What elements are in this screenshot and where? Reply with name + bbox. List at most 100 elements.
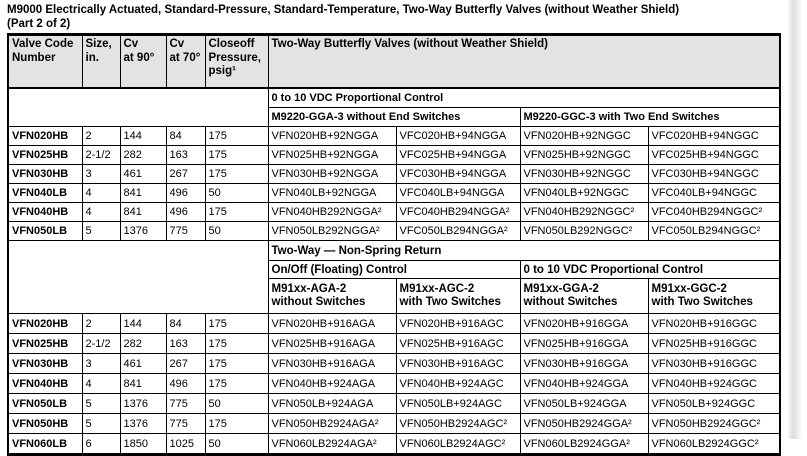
table-cell: 175	[204, 373, 269, 394]
table-cell: 1850	[119, 433, 167, 455]
table-cell: 175	[204, 145, 269, 165]
table-cell: VFN040HB+924AGA	[267, 373, 397, 394]
table-cell: 175	[204, 353, 269, 374]
section1-subgroup-left: M9220-GGA-3 without End Switches	[267, 107, 521, 127]
table-cell: VFN025HB+916GGC	[647, 333, 781, 354]
table-cell: VFN025HB+92NGGC	[519, 145, 649, 165]
table-cell: 267	[165, 164, 206, 184]
table-cell: 84	[165, 313, 206, 334]
section2-model-agc: M91xx-AGC-2 with Two Switches	[395, 278, 521, 314]
valve-code-cell: VFN030HB	[7, 164, 83, 184]
table-row: VFN025HB 2-1/2 282 163 175 VFN025HB+92NGGA VFC…	[7, 145, 781, 165]
table-cell: 282	[119, 333, 167, 354]
table-cell: VFC020HB+94NGGA	[395, 126, 521, 146]
table-cell: VFN020HB+916GGC	[647, 313, 781, 334]
section2-model-gga: M91xx-GGA-2 without Switches	[519, 278, 649, 314]
table-cell: VFC050LB294NGGC²	[647, 221, 781, 241]
valve-code-cell: VFN050HB	[7, 413, 83, 434]
valve-code-cell: VFN030HB	[7, 353, 83, 374]
table-cell: 175	[204, 126, 269, 146]
table-cell: VFN060LB2924GGA²	[519, 433, 649, 455]
table-cell: 496	[165, 183, 206, 203]
table-cell: 5	[81, 393, 121, 414]
table-cell: 1376	[119, 413, 167, 434]
table-cell: VFC040HB294NGGC²	[647, 202, 781, 222]
table-cell: VFN020HB+92NGGA	[267, 126, 397, 146]
table-cell: VFN050LB+924AGC	[395, 393, 521, 414]
table-cell: VFN060LB2924GGC²	[647, 433, 781, 455]
section1-control-header: 0 to 10 VDC Proportional Control	[267, 87, 781, 108]
section1-rows: VFN020HB 2 144 84 175 VFN020HB+92NGGA VFC020HB…	[7, 126, 781, 241]
table-cell: 496	[165, 202, 206, 222]
table-cell: VFN050LB292NGGC²	[519, 221, 649, 241]
table-cell: VFN020HB+916AGA	[267, 313, 397, 334]
table-cell: 4	[81, 183, 121, 203]
col-header-cv-90: Cv at 90°	[119, 34, 167, 89]
valve-code-cell: VFN020HB	[7, 313, 83, 334]
table-cell: 2	[81, 126, 121, 146]
table-cell: 4	[81, 202, 121, 222]
table-cell: VFN025HB+916GGA	[519, 333, 649, 354]
col-header-cv-70: Cv at 70°	[165, 34, 206, 89]
valve-code-cell: VFN050LB	[7, 393, 83, 414]
table-cell: VFN030HB+916GGA	[519, 353, 649, 374]
valve-code-cell: VFN020HB	[7, 126, 83, 146]
table-cell: 50	[204, 393, 269, 414]
table-cell: VFN050LB+924GGA	[519, 393, 649, 414]
table-cell: 50	[204, 183, 269, 203]
table-cell: VFN020HB+916GGA	[519, 313, 649, 334]
section2-band-row: Two-Way — Non-Spring Return	[7, 240, 781, 314]
empty-cell	[7, 240, 269, 314]
table-cell: VFN060LB2924AGA²	[267, 433, 397, 455]
table-row: VFN030HB 3 461 267 175 VFN030HB+916AGA VFN030H…	[7, 353, 781, 374]
table-cell: VFN050HB2924AGA²	[267, 413, 397, 434]
document-title: M9000 Electrically Actuated, Standard-Pr…	[7, 4, 680, 30]
section2-model-aga: M91xx-AGA-2 without Switches	[267, 278, 397, 314]
table-cell: VFC025HB+94NGGC	[647, 145, 781, 165]
table-cell: VFN050LB+924AGA	[267, 393, 397, 414]
table-cell: VFN040LB+92NGGC	[519, 183, 649, 203]
table-cell: 84	[165, 126, 206, 146]
table-cell: 144	[119, 126, 167, 146]
table-cell: 175	[204, 164, 269, 184]
table-cell: VFC025HB+94NGGA	[395, 145, 521, 165]
page-edge-shadow	[787, 0, 802, 439]
table-cell: 775	[165, 413, 206, 434]
valve-code-cell: VFN040HB	[7, 373, 83, 394]
table-header-row: Valve Code Number Size, in. Cv at 90° Cv…	[7, 34, 781, 89]
table-cell: 775	[165, 393, 206, 414]
table-cell: 461	[119, 353, 167, 374]
section1-subgroup-right: M9220-GGC-3 with Two End Switches	[519, 107, 781, 127]
table-cell: VFN040HB292NGGC²	[519, 202, 649, 222]
table-cell: VFC030HB+94NGGA	[395, 164, 521, 184]
table-cell: 267	[165, 353, 206, 374]
table-cell: 163	[165, 333, 206, 354]
section2-rows: VFN020HB 2 144 84 175 VFN020HB+916AGA VFN020HB…	[7, 313, 781, 455]
table-cell: 5	[81, 413, 121, 434]
table-row: VFN040HB 4 841 496 175 VFN040HB292NGGA² VFC040…	[7, 202, 781, 222]
table-row: VFN040HB 4 841 496 175 VFN040HB+924AGA VFN040H…	[7, 373, 781, 394]
table-cell: 144	[119, 313, 167, 334]
table-cell: VFN050LB+924GGC	[647, 393, 781, 414]
table-row: VFN025HB 2-1/2 282 163 175 VFN025HB+916AGA VFN…	[7, 333, 781, 354]
table-cell: VFN025HB+916AGA	[267, 333, 397, 354]
table-cell: 50	[204, 221, 269, 241]
table-row: VFN020HB 2 144 84 175 VFN020HB+916AGA VFN020HB…	[7, 313, 781, 334]
table-cell: VFN040LB+92NGGA	[267, 183, 397, 203]
table-cell: VFN030HB+92NGGC	[519, 164, 649, 184]
table-row: VFN050LB 5 1376 775 50 VFN050LB+924AGA VFN050L…	[7, 393, 781, 414]
table-cell: VFN060LB2924AGC²	[395, 433, 521, 455]
valve-code-cell: VFN040LB	[7, 183, 83, 203]
table-cell: VFN050LB292NGGA²	[267, 221, 397, 241]
table-cell: VFN030HB+92NGGA	[267, 164, 397, 184]
section2-model-ggc: M91xx-GGC-2 with Two Switches	[647, 278, 781, 314]
table-cell: VFN050HB2924GGC²	[647, 413, 781, 434]
table-cell: 841	[119, 202, 167, 222]
table-cell: 175	[204, 333, 269, 354]
table-cell: 6	[81, 433, 121, 455]
table-cell: VFC040LB+94NGGC	[647, 183, 781, 203]
table-cell: VFC040LB+94NGGA	[395, 183, 521, 203]
table-cell: 2-1/2	[81, 145, 121, 165]
table-cell: VFN020HB+916AGC	[395, 313, 521, 334]
table-row: VFN020HB 2 144 84 175 VFN020HB+92NGGA VFC020HB…	[7, 126, 781, 146]
